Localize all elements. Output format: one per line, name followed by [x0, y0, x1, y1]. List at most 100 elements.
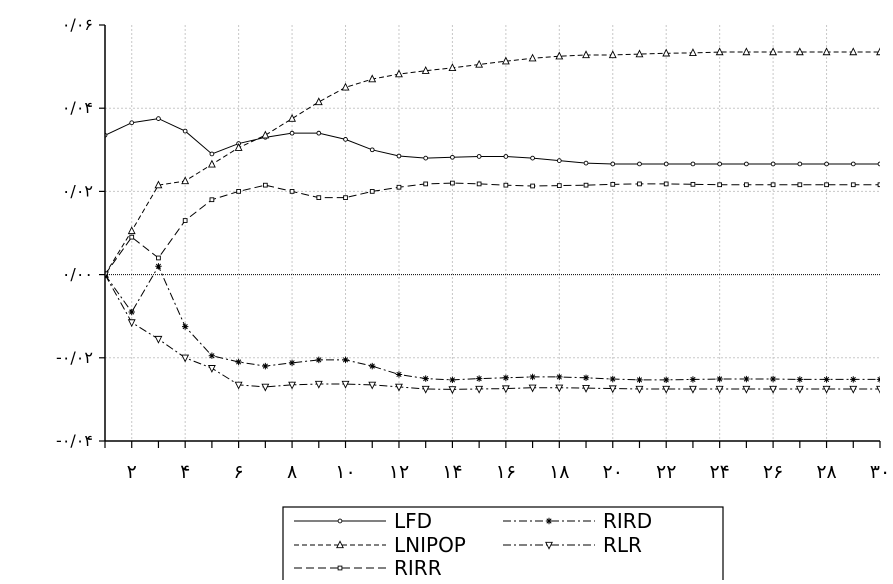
- legend-label: RLR: [603, 533, 642, 557]
- data-point-rlr: [105, 271, 109, 280]
- data-point-rlr: [876, 385, 880, 394]
- data-point-lfd: [637, 161, 642, 167]
- data-point-lnipop: [127, 226, 136, 235]
- data-point-lfd: [476, 154, 482, 159]
- data-point-rirr: [744, 182, 749, 188]
- data-point-rlr: [635, 385, 644, 394]
- data-point-lnipop: [715, 47, 724, 56]
- data-point-lnipop: [822, 47, 831, 56]
- x-tick-label: ۳۰: [870, 461, 890, 483]
- data-point-rlr: [849, 385, 858, 394]
- data-point-rlr: [207, 365, 216, 373]
- data-point-rirr: [289, 189, 295, 194]
- data-point-lnipop: [876, 47, 880, 56]
- data-point-rird: [636, 376, 643, 384]
- data-point-lfd: [209, 151, 215, 157]
- y-tick-label: -۰/۰۴: [56, 431, 93, 450]
- data-point-lfd: [343, 137, 348, 142]
- data-point-rlr: [181, 354, 190, 363]
- y-tick-label: ۰/۰۴: [62, 98, 93, 117]
- data-point-rirr: [583, 182, 589, 188]
- data-point-lfd: [503, 154, 509, 159]
- data-point-rirr: [316, 195, 322, 200]
- data-point-rird: [235, 358, 242, 366]
- data-point-lnipop: [795, 47, 804, 56]
- x-tick-label: ۱۲: [389, 461, 409, 483]
- data-point-rird: [529, 373, 536, 381]
- data-point-rlr: [528, 384, 537, 393]
- legend-label: RIRD: [603, 509, 652, 533]
- data-point-lnipop: [475, 59, 484, 68]
- data-point-lfd: [610, 161, 616, 167]
- data-point-rlr: [288, 381, 296, 390]
- legend-item-rird: RIRD: [503, 509, 652, 533]
- data-point-rirr: [530, 183, 535, 189]
- data-point-rirr: [637, 181, 642, 187]
- data-point-lfd: [423, 155, 429, 161]
- data-point-lfd: [797, 161, 803, 167]
- data-point-lnipop: [261, 130, 270, 139]
- series-lnipop: [105, 47, 880, 278]
- series-line-rlr: [105, 274, 880, 390]
- data-point-lfd: [717, 161, 723, 167]
- data-point-rlr: [822, 385, 831, 394]
- data-point-lnipop: [288, 113, 296, 122]
- data-point-rird: [743, 375, 750, 383]
- data-point-lfd: [316, 130, 322, 136]
- axes: ۰/۰۶۰/۰۴۰/۰۲۰/۰۰-۰/۰۲-۰/۰۴۲ ۴ ۶ ۸ ۱۰ ۱۲ ۱۴ ۱۶ ۱۸…: [56, 15, 890, 483]
- data-point-rlr: [501, 385, 510, 394]
- data-point-lfd: [556, 158, 562, 163]
- data-point-lnipop: [769, 47, 778, 56]
- data-point-rirr: [476, 181, 482, 187]
- legend-label: LFD: [394, 509, 432, 533]
- data-point-rlr: [769, 385, 778, 394]
- series-line-rird: [105, 265, 880, 381]
- data-point-lfd: [182, 128, 188, 134]
- data-point-rlr: [421, 385, 430, 394]
- data-point-lfd: [663, 161, 669, 167]
- data-point-rirr: [182, 218, 188, 223]
- x-tick-label: ۲۲: [656, 461, 676, 483]
- x-tick-label: ۲۴: [709, 461, 729, 483]
- data-point-rird: [128, 308, 135, 316]
- data-point-rird: [876, 376, 880, 383]
- data-point-rirr: [824, 182, 829, 188]
- data-point-lnipop: [207, 159, 216, 168]
- legend-swatch-marker: [545, 541, 553, 550]
- data-point-lnipop: [635, 49, 644, 58]
- data-point-rirr: [209, 197, 215, 203]
- data-point-lfd: [530, 155, 535, 161]
- data-point-rlr: [582, 385, 590, 393]
- data-point-lnipop: [314, 97, 323, 106]
- data-point-rird: [369, 362, 376, 370]
- data-point-rirr: [717, 182, 723, 188]
- data-point-lnipop: [341, 82, 350, 91]
- data-point-rlr: [689, 385, 697, 394]
- data-point-lnipop: [421, 66, 430, 74]
- data-point-rirr: [129, 234, 135, 240]
- data-point-rlr: [662, 385, 671, 394]
- data-point-rirr: [850, 182, 856, 188]
- data-point-rird: [716, 375, 723, 383]
- data-point-rird: [796, 376, 804, 383]
- data-point-rird: [208, 352, 216, 359]
- legend-swatch-marker: [336, 540, 344, 549]
- data-point-rirr: [503, 182, 509, 188]
- legend-item-rirr: RIRR: [294, 556, 442, 580]
- data-point-lnipop: [448, 63, 457, 71]
- data-point-rird: [395, 371, 403, 378]
- x-tick-label: ۱۴: [442, 461, 462, 483]
- data-point-rirr: [262, 182, 268, 188]
- data-point-rirr: [663, 181, 669, 187]
- data-point-lnipop: [501, 56, 510, 65]
- data-point-rlr: [154, 335, 163, 344]
- data-point-rird: [262, 362, 269, 370]
- data-point-rird: [689, 376, 697, 383]
- data-point-rirr: [610, 181, 616, 187]
- data-point-rird: [475, 375, 483, 382]
- data-point-lfd: [824, 161, 829, 167]
- data-point-lnipop: [395, 69, 403, 78]
- data-point-lnipop: [555, 51, 564, 60]
